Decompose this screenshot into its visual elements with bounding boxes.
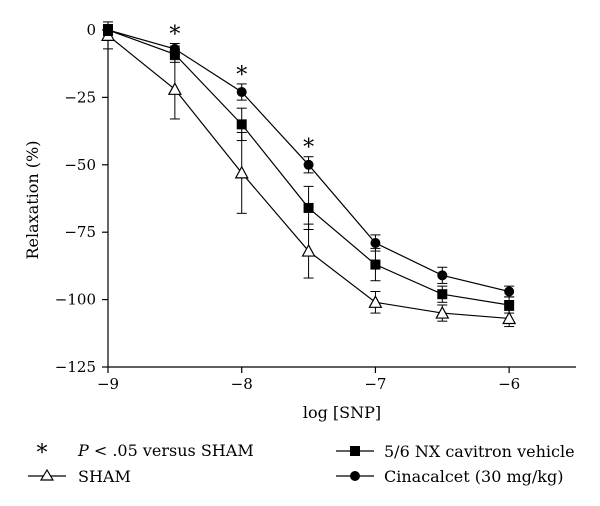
x-tick-label: −7 [364, 375, 386, 393]
legend-significance-rest: < .05 versus SHAM [89, 441, 254, 460]
data-point-circle [437, 270, 448, 281]
x-tick-label: −9 [97, 375, 119, 393]
x-ticks: −9 −8 −7 −6 [97, 367, 520, 393]
legend-item-cinacalcet: Cinacalcet (30 mg/kg) [336, 467, 563, 486]
legend-sham-marker [39, 468, 55, 481]
y-tick-label: −25 [64, 88, 96, 106]
y-tick-label: −125 [55, 358, 96, 376]
data-point-square [370, 259, 381, 270]
data-point-square [303, 202, 314, 213]
series-2 [103, 24, 515, 298]
legend-cinacalcet-label: Cinacalcet (30 mg/kg) [384, 467, 563, 486]
legend-sham-label: SHAM [78, 467, 131, 486]
data-point-circle [370, 237, 381, 248]
legend-item-vehicle: 5/6 NX cavitron vehicle [336, 442, 575, 461]
axes: −9 −8 −7 −6 0 −25 −50 −75 −100 −125 log [SNP] Re… [23, 21, 576, 422]
data-point-circle [504, 286, 515, 297]
x-axis-label: log [SNP] [303, 403, 381, 422]
data-point-circle [236, 87, 247, 98]
series-0 [100, 21, 517, 328]
data-point-square [236, 119, 247, 130]
data-point-circle [103, 25, 113, 35]
data-point-triangle [502, 311, 517, 325]
legend-significance-label: P < .05 versus SHAM [77, 441, 254, 460]
data-point-circle [303, 159, 314, 170]
significance-asterisk: * [169, 22, 180, 47]
data-point-square [504, 299, 515, 310]
x-tick-label: −8 [231, 375, 253, 393]
data-point-triangle [167, 82, 182, 95]
legend-vehicle-label: 5/6 NX cavitron vehicle [384, 442, 575, 461]
x-tick-label: −6 [498, 375, 520, 393]
legend-asterisk: * [37, 441, 48, 466]
y-tick-label: −50 [64, 156, 96, 174]
legend: * P < .05 versus SHAM SHAM 5/6 NX cavitr… [28, 441, 575, 486]
data-point-triangle [368, 295, 383, 308]
data-point-triangle [234, 165, 249, 179]
legend-item-significance: * P < .05 versus SHAM [37, 441, 254, 466]
y-ticks: 0 −25 −50 −75 −100 −125 [55, 21, 108, 376]
legend-vehicle-marker [350, 446, 360, 456]
legend-significance-p: P [77, 441, 89, 460]
y-tick-label: −100 [55, 291, 96, 309]
data-point-circle [169, 43, 180, 54]
y-tick-label: 0 [86, 21, 96, 39]
significance-asterisk: * [236, 63, 247, 88]
y-axis-label: Relaxation (%) [23, 141, 42, 260]
data-point-square [437, 289, 448, 300]
legend-item-sham: SHAM [28, 467, 131, 486]
y-tick-label: −75 [64, 223, 96, 241]
data-point-triangle [301, 243, 316, 257]
legend-cinacalcet-marker [350, 471, 360, 481]
significance-asterisk: * [303, 136, 314, 161]
data-point-triangle [435, 305, 450, 319]
plot-area: * * * [100, 21, 517, 328]
